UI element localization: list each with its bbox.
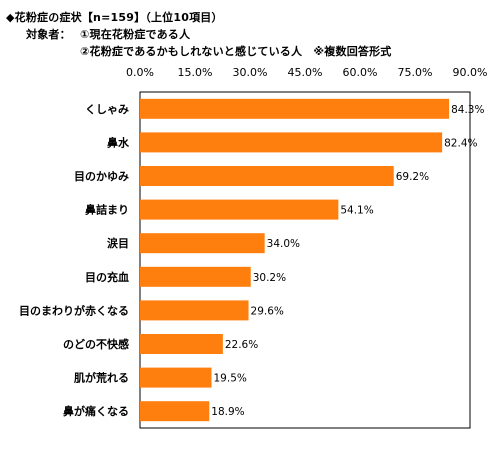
value-label: 82.4% [444,137,477,149]
target-line-1: ①現在花粉症である人 [80,28,191,41]
value-label: 34.0% [267,238,300,250]
category-label: 涙目 [107,236,129,250]
bar [140,300,249,321]
chart-title: ◆花粉症の症状【n=159】（上位10項目） [6,11,223,24]
category-label: 目の充血 [85,270,129,284]
category-label: のどの不快感 [63,337,129,351]
category-label: 鼻水 [107,135,130,149]
category-label: 目のまわりが赤くなる [19,303,129,317]
bar [140,132,443,153]
category-label: 目のかゆみ [74,170,129,183]
bar [140,199,339,220]
bar [140,334,223,354]
bar [140,367,212,388]
value-label: 29.6% [251,305,284,317]
category-label: 鼻が痛くなる [63,404,129,418]
category-label: 鼻詰まり [85,203,129,217]
value-label: 84.3% [451,104,484,116]
x-tick-label: 45.0% [288,66,323,79]
category-label: 肌が荒れる [73,371,129,385]
plot-frame [139,91,471,429]
x-tick-label: 60.0% [343,66,378,79]
value-label: 69.2% [396,171,429,183]
x-tick-label: 30.0% [233,66,268,79]
value-label: 54.1% [340,205,373,217]
value-label: 30.2% [253,272,286,284]
bar [140,98,450,119]
x-tick-label: 0.0% [126,66,154,79]
target-label: 対象者： [26,28,71,41]
bar [140,266,251,287]
value-label: 18.9% [211,406,244,418]
value-label: 19.5% [214,373,247,385]
category-label: くしゃみ [85,103,129,116]
x-tick-label: 90.0% [453,66,488,79]
value-label: 22.6% [225,339,258,351]
bar [140,233,265,254]
x-tick-label: 15.0% [178,66,213,79]
bar [140,401,210,422]
x-tick-label: 75.0% [398,66,433,79]
target-line-2: ②花粉症であるかもしれないと感じている人 ※複数回答形式 [80,45,392,58]
bar [140,166,394,186]
